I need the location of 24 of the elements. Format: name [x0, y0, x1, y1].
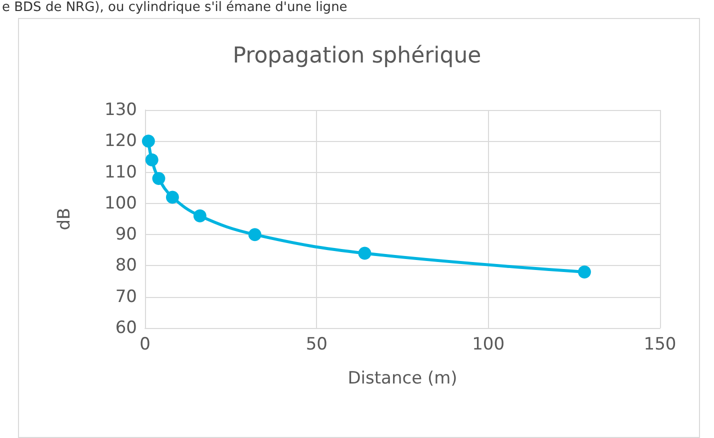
point	[358, 246, 372, 260]
y-tick-label: 60	[115, 318, 137, 338]
point	[142, 134, 155, 148]
text: e BDS de NRG), ou cylindrique s'il émane d'une ligne	[2, 0, 348, 16]
x-tick-label: 100	[472, 334, 505, 354]
point	[145, 153, 158, 166]
y-tick-label: 100	[104, 193, 137, 214]
point	[193, 209, 206, 222]
x-tick-label: 150	[644, 334, 676, 354]
y-axis-title: dB	[54, 208, 74, 230]
y-tick-label: 130	[104, 100, 137, 120]
x-tick-label: 0	[140, 334, 150, 354]
x-axis-title: Distance (m)	[348, 368, 458, 388]
point	[248, 228, 262, 242]
point	[578, 265, 591, 278]
y-tick-label: 70	[115, 286, 137, 307]
y-tick-label: 120	[104, 131, 137, 152]
y-tick-label: 90	[115, 224, 137, 245]
chart-title: Propagation sphérique	[232, 44, 482, 68]
x-tick-label: 50	[306, 334, 328, 354]
y-tick-label: 80	[115, 256, 137, 276]
y-tick-label: 110	[104, 162, 137, 182]
point	[152, 172, 166, 186]
point	[166, 190, 179, 204]
